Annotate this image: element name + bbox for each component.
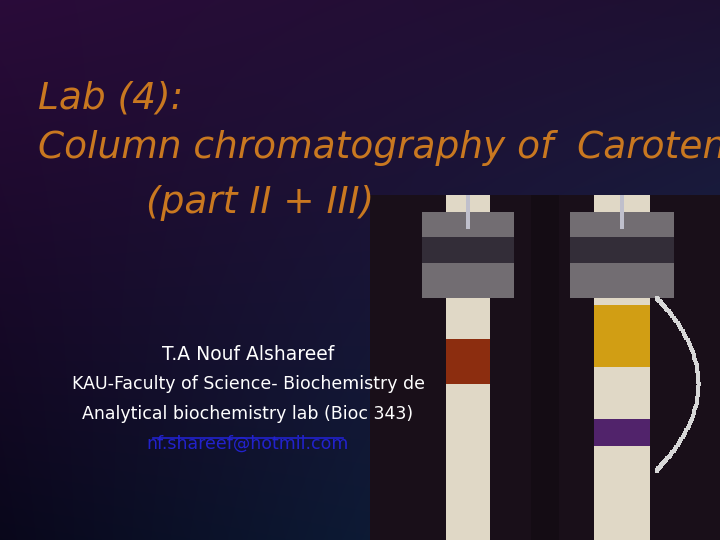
Text: Lab (4):: Lab (4): — [38, 80, 184, 116]
Text: T.A Nouf Alshareef: T.A Nouf Alshareef — [162, 345, 334, 364]
Text: nf.shareef@hotmil.com: nf.shareef@hotmil.com — [147, 435, 349, 453]
Text: Analytical biochemistry lab (Bioc 343): Analytical biochemistry lab (Bioc 343) — [82, 405, 413, 423]
Text: (part II + III): (part II + III) — [146, 185, 374, 221]
Text: KAU-Faculty of Science- Biochemistry de: KAU-Faculty of Science- Biochemistry de — [71, 375, 425, 393]
Text: Column chromatography of  Carotenoids: Column chromatography of Carotenoids — [38, 130, 720, 166]
